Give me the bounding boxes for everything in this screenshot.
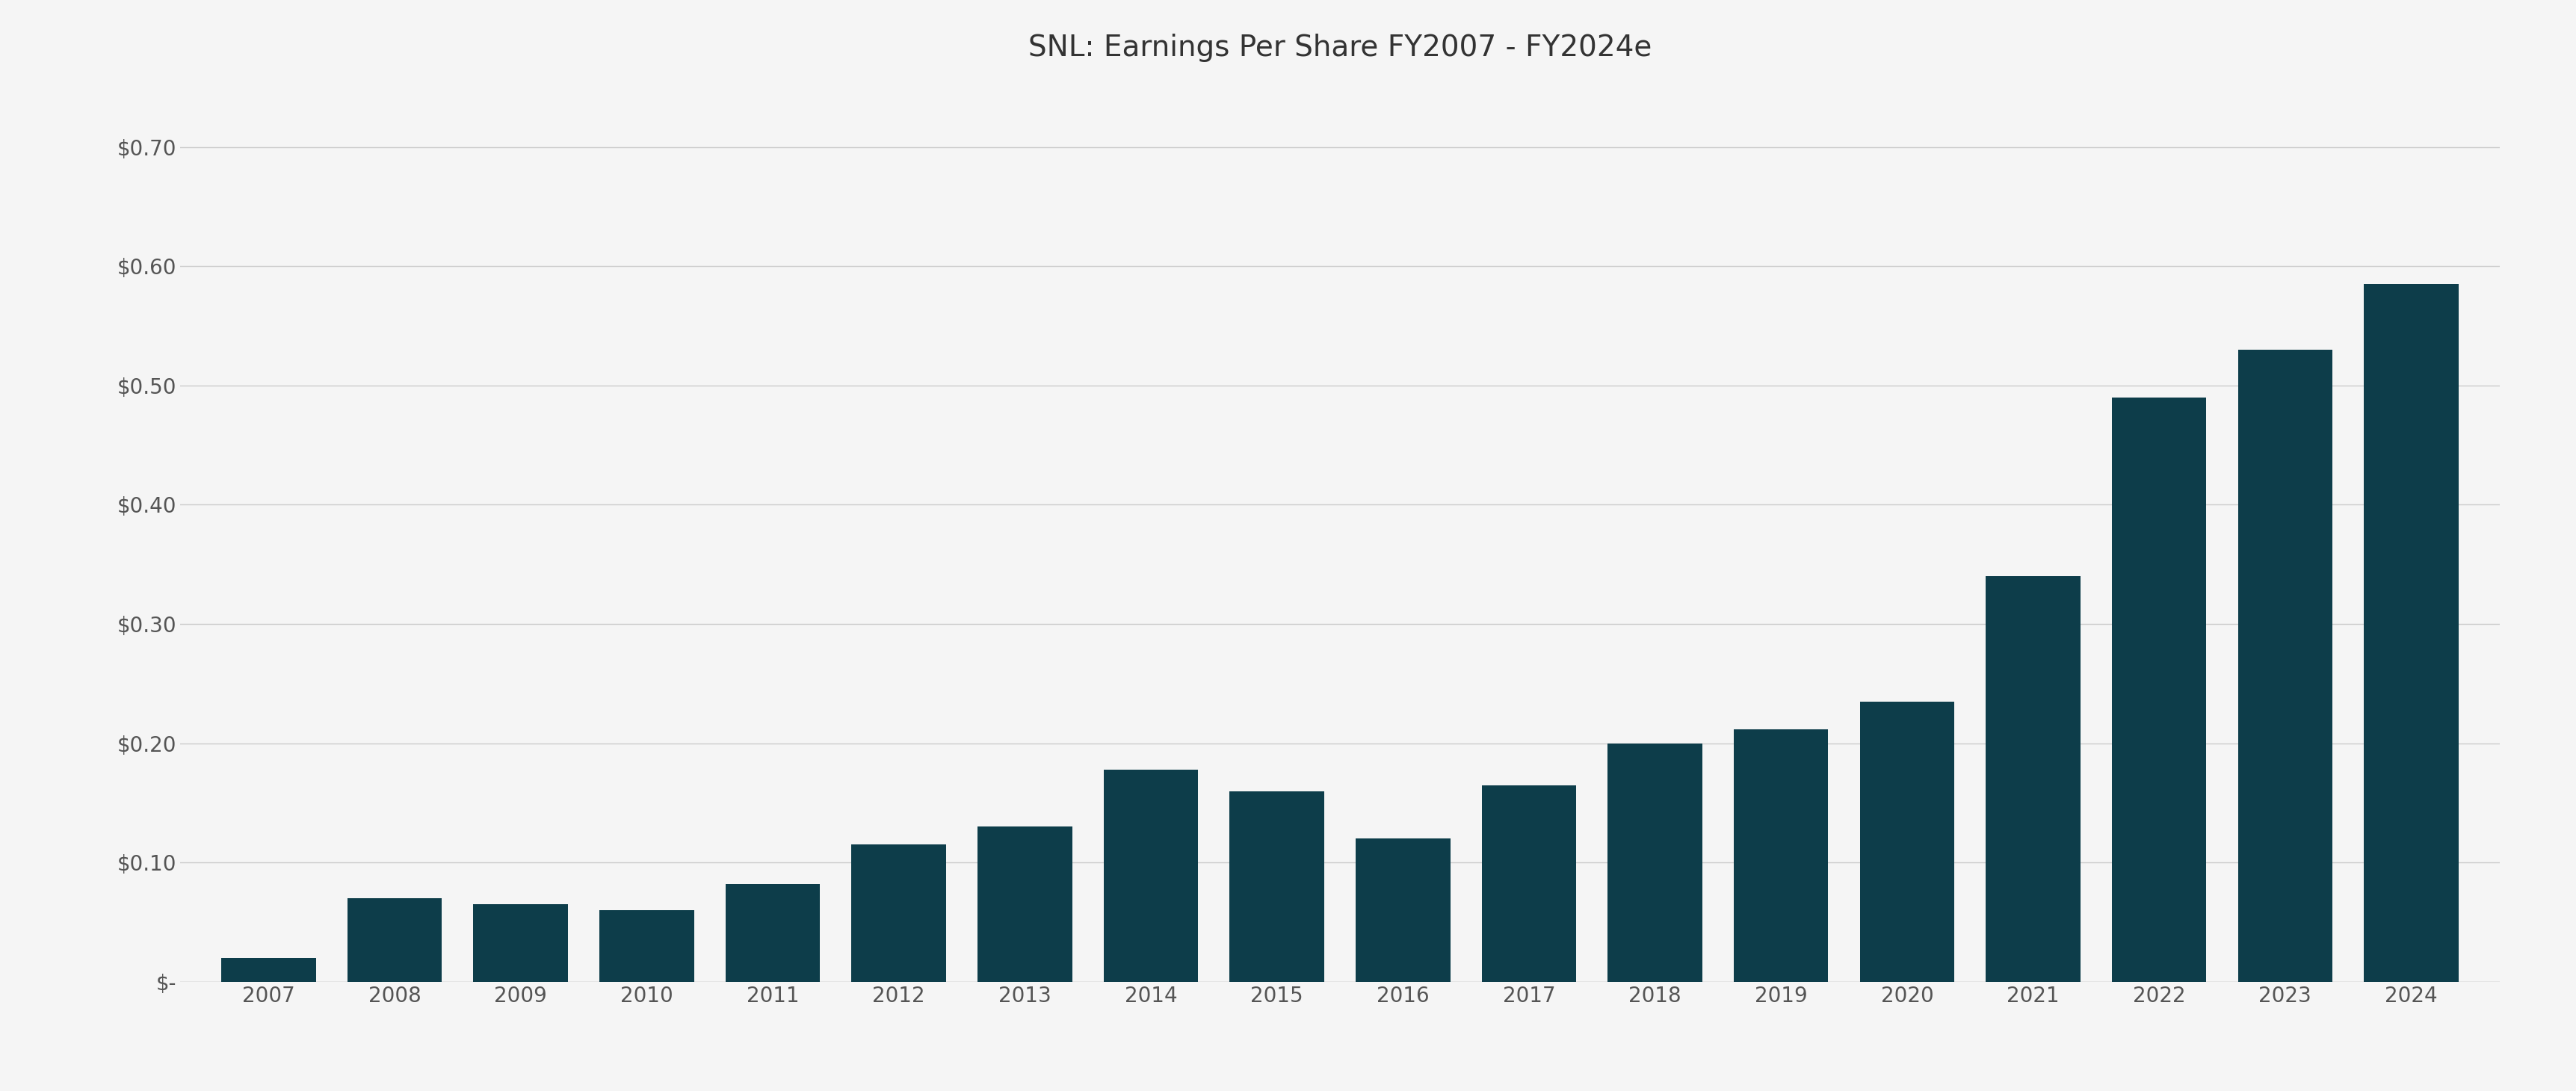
Bar	[1607, 743, 1703, 982]
Bar	[726, 884, 819, 982]
Bar	[1103, 769, 1198, 982]
Bar	[1481, 786, 1577, 982]
Bar	[222, 958, 317, 982]
Bar	[474, 904, 567, 982]
Bar	[850, 844, 945, 982]
Bar	[2239, 350, 2331, 982]
Bar	[2112, 397, 2205, 982]
Bar	[348, 898, 440, 982]
Bar	[1734, 729, 1829, 982]
Bar	[976, 827, 1072, 982]
Title: SNL: Earnings Per Share FY2007 - FY2024e: SNL: Earnings Per Share FY2007 - FY2024e	[1028, 34, 1651, 62]
Bar	[2362, 284, 2458, 982]
Bar	[1355, 839, 1450, 982]
Bar	[1986, 576, 2079, 982]
Bar	[1860, 702, 1953, 982]
Bar	[1229, 791, 1324, 982]
Bar	[600, 910, 693, 982]
